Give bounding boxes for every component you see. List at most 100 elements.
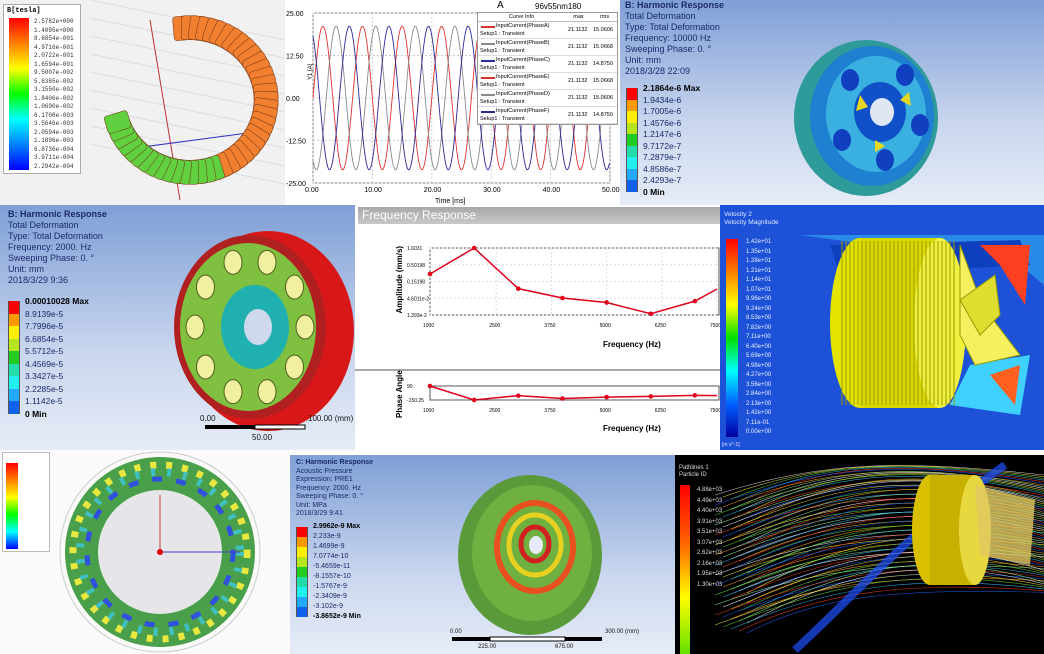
- legend-color-swatch: [296, 577, 308, 587]
- y-tick-label: 4.6011e-2: [407, 296, 429, 302]
- x-axis-label: Frequency (Hz): [603, 340, 661, 349]
- flux-legend-value: 1.1896e-003: [34, 137, 74, 144]
- legend-value: 8.9139e-5: [25, 308, 64, 319]
- legend-color-swatch: [8, 338, 20, 351]
- legend-color-swatch: [626, 122, 638, 134]
- stator-ring-render: [59, 451, 261, 653]
- result-info-line: Type: Total Deformation: [8, 231, 103, 241]
- pathlines-legend-value: 4.49e+03: [697, 497, 723, 504]
- legend-color-swatch: [626, 99, 638, 111]
- legend-value: 7.7996e-5: [25, 321, 64, 331]
- legend-curve-setup: Setup1 : Transient: [480, 116, 525, 122]
- legend-color-swatch: [626, 134, 638, 146]
- ring-color-bar: [6, 463, 18, 549]
- x-tick-label: 0.00: [305, 187, 319, 194]
- legend-swatch: [481, 43, 495, 45]
- legend-value: 2.4293e-7: [643, 175, 682, 185]
- legend-color-swatch: [626, 157, 638, 169]
- legend-curve-name: InputCurrent(PhaseD): [496, 91, 550, 97]
- x-tick-label: 7500: [710, 408, 720, 414]
- panel-acoustic-pressure: C: Harmonic Response Acoustic Pressure Exp…: [290, 455, 675, 654]
- panel-cfd-velocity: Velocity 2 Velocity Magnitude 1.42e+01 1.3…: [720, 205, 1044, 450]
- y-tick-label: 0.50198: [407, 263, 425, 269]
- legend-curve-setup: Setup1 : Transient: [480, 48, 525, 54]
- cfd-legend-value: 6.40e+00: [746, 343, 772, 350]
- legend-color-swatch: [8, 388, 20, 401]
- x-tick-label: 6250: [655, 323, 666, 329]
- flux-legend-value: 9.5007e-002: [34, 69, 74, 76]
- pathlines-legend-value: 2.16e+03: [697, 560, 723, 567]
- legend-color-swatch: [626, 180, 638, 192]
- pathlines-legend-value: 3.07e+03: [697, 539, 723, 546]
- legend-value: 1.2147e-6: [643, 129, 682, 139]
- legend-color-swatch: [296, 537, 308, 547]
- legend-swatch: [481, 77, 495, 79]
- legend-row: InputCurrent(PhaseC) Setup1 : Transient 21…: [478, 56, 617, 73]
- legend-color-swatch: [626, 88, 638, 100]
- legend-value: 5.5712e-5: [25, 346, 64, 356]
- panel-pathlines: Pathlines 1 Particle ID 4.88e+03 4.49e+03 4…: [675, 455, 1044, 654]
- x-tick-label: 2500: [489, 408, 500, 414]
- legend-value: 0.00010028 Max: [25, 296, 89, 306]
- cfd-legend-value: 9.96e+00: [746, 296, 772, 302]
- result-info-line: Type: Total Deformation: [625, 22, 720, 32]
- legend-curve-name: InputCurrent(PhaseC): [496, 57, 550, 63]
- x-tick-label: 20.00: [424, 187, 442, 194]
- legend-curve-rms: 14.8750: [593, 112, 613, 118]
- y-tick-label: -12.50: [286, 139, 306, 146]
- y-tick-label: 90.: [407, 384, 414, 390]
- cfd-legend-value: 7.11e+00: [746, 334, 771, 340]
- x-tick-label: 30.00: [483, 187, 501, 194]
- x-tick-label: 7500: [710, 323, 720, 329]
- legend-color-swatch: [8, 326, 20, 339]
- legend-curve-rms: 15.0606: [593, 95, 613, 101]
- cfd-legend-value: 1.28e+01: [746, 258, 772, 264]
- result-info-line: Frequency: 10000 Hz: [625, 33, 712, 43]
- legend-color-swatch: [626, 168, 638, 180]
- series-line: [312, 25, 610, 171]
- cfd-legend-value: 2.84e+00: [746, 391, 772, 397]
- cfd-header-line: Velocity 2: [724, 211, 752, 218]
- legend-curve-rms: 14.8750: [593, 61, 613, 67]
- y-axis-label: Phase Angle: [395, 370, 404, 418]
- data-point: [560, 396, 565, 401]
- cfd-legend-value: 1.42e+01: [746, 239, 772, 245]
- cfd-legend-value: 9.24e+00: [746, 305, 772, 312]
- cfd-legend-value: 1.42e+00: [746, 410, 772, 416]
- legend-value: -2.3409e-9: [313, 593, 347, 600]
- cfd-legend-value: 5.69e+00: [746, 353, 772, 359]
- data-point: [692, 393, 698, 398]
- curve-info-legend: Curve Info max rms InputCurrent(PhaseA) S…: [477, 12, 618, 125]
- legend-value: 0 Min: [25, 408, 47, 419]
- legend-swatch: [481, 111, 495, 113]
- legend-value: 1.4699e-9: [313, 543, 345, 550]
- pathlines-legend-value: 2.62e+03: [697, 550, 723, 556]
- x-tick-label: 2500: [489, 323, 500, 329]
- legend-curve-name: InputCurrent(PhaseF): [496, 108, 550, 114]
- frequency-response-charts: 1.6031 0.50198 0.15198 4.6011e-2 1.393e-2 100…: [355, 246, 720, 433]
- y-tick-label: 1.393e-2: [407, 313, 427, 319]
- data-point: [604, 300, 609, 305]
- result-title: C: Harmonic Response: [296, 459, 374, 466]
- data-point: [560, 295, 565, 301]
- flux-legend-value: 4.9716e-001: [34, 43, 74, 51]
- series-line: [429, 247, 718, 315]
- flux-legend-value: 1.0690e-002: [34, 103, 74, 110]
- result-info-line: Total Deformation: [625, 11, 696, 21]
- frequency-response-title: Frequency Response: [362, 208, 477, 222]
- panel-input-current-chart: 25.00 12.50 0.00 -12.50 -25.00 0.00 10.00 20.00…: [285, 0, 620, 205]
- legend-swatch: [481, 26, 495, 28]
- legend-curve-setup: Setup1 : Transient: [480, 31, 525, 37]
- legend-color-swatch: [8, 363, 20, 376]
- panel-harmonic-10000hz: B: Harmonic Response Total Deformation Typ…: [620, 0, 1044, 205]
- pathlines-legend-value: 4.40e+03: [697, 508, 723, 514]
- y-tick-label: 0.15198: [407, 280, 425, 286]
- red-wheel-render: [174, 231, 354, 431]
- data-point: [648, 394, 654, 399]
- flux-legend-value: 3.1550e-002: [34, 86, 74, 93]
- x-tick-label: 3750: [544, 323, 555, 329]
- cfd-legend-value: 3.56e+00: [746, 381, 772, 388]
- legend-value: 2.9962e-9 Max: [313, 523, 361, 530]
- legend-value: -3.102e-9: [313, 603, 343, 610]
- legend-color-swatch: [8, 376, 20, 389]
